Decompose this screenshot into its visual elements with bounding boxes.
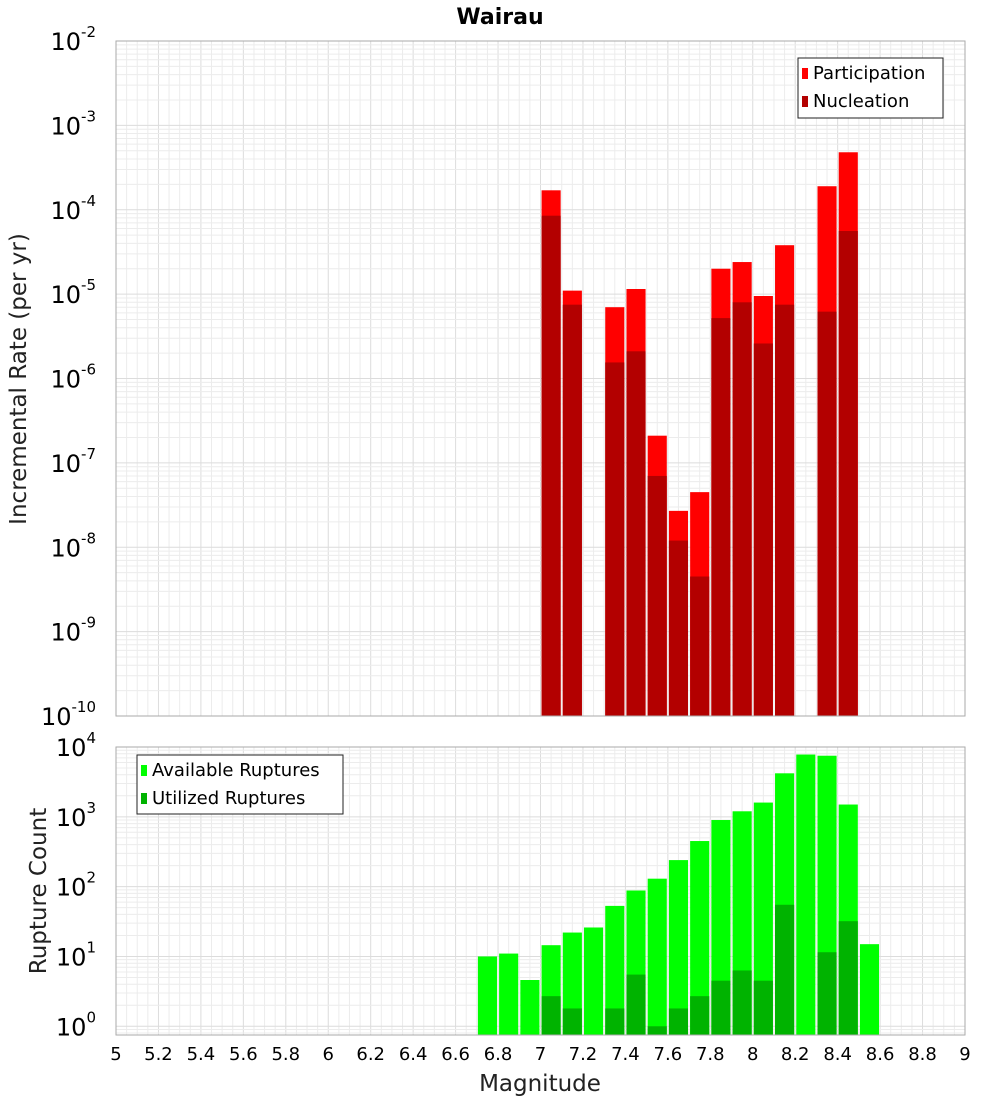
x-tick-label: 6.8 bbox=[484, 1044, 513, 1065]
count-bar-secondary-2 bbox=[605, 1008, 625, 1035]
count-bar-secondary-1 bbox=[562, 1008, 582, 1035]
rate-panel: 10-10 10-9 10-8 10-7 10-6 10-5 10-4 10-3 10-2 bbox=[41, 23, 966, 731]
count-legend-label: Available Ruptures bbox=[152, 760, 320, 781]
rate-y-tick-label: 10-6 bbox=[50, 361, 96, 394]
count-y-tick-label: 104 bbox=[56, 729, 96, 762]
count-bar-secondary-5 bbox=[668, 1008, 689, 1035]
rate-bar-secondary-12 bbox=[838, 230, 858, 716]
count-legend-box bbox=[136, 754, 344, 815]
x-tick-label: 5.4 bbox=[187, 1044, 216, 1065]
count-bar-secondary-12 bbox=[838, 921, 858, 1035]
rate-bar-secondary-6 bbox=[690, 576, 710, 716]
count-bar-primary-15 bbox=[796, 754, 816, 1035]
rate-bar-secondary-2 bbox=[605, 362, 625, 716]
x-tick-label: 8.2 bbox=[781, 1044, 810, 1065]
x-tick-label: 8.6 bbox=[866, 1044, 895, 1065]
rate-legend-label: Participation bbox=[813, 63, 925, 84]
count-bar-secondary-4 bbox=[647, 1026, 667, 1035]
rate-bar-secondary-9 bbox=[753, 343, 773, 716]
count-legend: Available Ruptures Utilized Ruptures bbox=[136, 754, 344, 815]
rate-bar-secondary-1 bbox=[562, 304, 582, 716]
count-bar-secondary-9 bbox=[753, 980, 773, 1035]
rate-legend-swatch bbox=[802, 68, 808, 79]
count-bar-primary-6 bbox=[605, 905, 625, 1035]
rate-legend-box bbox=[797, 57, 944, 119]
count-y-tick-label: 100 bbox=[56, 1008, 96, 1041]
x-tick-label: 7.8 bbox=[696, 1044, 725, 1065]
x-tick-label: 8.8 bbox=[908, 1044, 937, 1065]
rate-legend-swatch bbox=[802, 96, 808, 107]
x-tick-label: 6 bbox=[323, 1044, 334, 1065]
count-bar-primary-5 bbox=[584, 927, 604, 1035]
rate-bar-secondary-11 bbox=[817, 311, 837, 716]
count-legend-label: Utilized Ruptures bbox=[152, 788, 305, 809]
rate-y-tick-label: 10-2 bbox=[50, 23, 96, 56]
count-y-tick-label: 101 bbox=[56, 938, 96, 971]
count-plot-frame bbox=[115, 746, 966, 1036]
rate-bar-secondary-3 bbox=[626, 351, 646, 716]
x-tick-label: 8.4 bbox=[823, 1044, 852, 1065]
count-bar-secondary-6 bbox=[690, 996, 710, 1035]
count-y-tick-label: 102 bbox=[56, 869, 96, 902]
x-tick-label: 9 bbox=[959, 1044, 970, 1065]
count-bar-primary-2 bbox=[520, 980, 540, 1035]
count-bar-primary-0 bbox=[477, 956, 497, 1035]
count-legend-swatch bbox=[141, 765, 147, 776]
rate-bar-secondary-7 bbox=[711, 318, 731, 716]
x-tick-label: 5 bbox=[110, 1044, 121, 1065]
rate-y-tick-label: 10-8 bbox=[50, 529, 96, 562]
rate-legend-label: Nucleation bbox=[813, 91, 909, 112]
count-bar-secondary-8 bbox=[732, 970, 752, 1035]
rate-y-tick-label: 10-5 bbox=[50, 276, 96, 309]
rate-bar-secondary-5 bbox=[668, 540, 689, 716]
rate-y-tick-label: 10-7 bbox=[50, 445, 96, 478]
rate-y-tick-label: 10-10 bbox=[41, 698, 96, 731]
count-bar-secondary-11 bbox=[817, 952, 837, 1035]
x-tick-label: 5.2 bbox=[144, 1044, 173, 1065]
count-bar-primary-10 bbox=[690, 841, 710, 1035]
rate-y-tick-label: 10-4 bbox=[50, 192, 96, 225]
count-bar-secondary-10 bbox=[775, 904, 795, 1035]
x-tick-label: 8 bbox=[747, 1044, 758, 1065]
count-bar-primary-1 bbox=[499, 953, 519, 1035]
x-tick-label: 7.6 bbox=[654, 1044, 683, 1065]
rate-legend: Participation Nucleation bbox=[797, 57, 944, 119]
x-tick-label: 7.2 bbox=[569, 1044, 598, 1065]
rate-bar-secondary-10 bbox=[775, 304, 795, 716]
count-legend-swatch bbox=[141, 793, 147, 804]
x-tick-label: 5.8 bbox=[271, 1044, 300, 1065]
count-bar-primary-9 bbox=[668, 860, 689, 1035]
rate-bar-secondary-4 bbox=[647, 475, 667, 716]
x-axis-label: Magnitude bbox=[479, 1071, 601, 1097]
count-bar-primary-13 bbox=[753, 802, 773, 1035]
count-y-axis-label: Rupture Count bbox=[26, 808, 52, 974]
x-tick-label: 7.4 bbox=[611, 1044, 640, 1065]
x-tick-label: 6.4 bbox=[399, 1044, 428, 1065]
rate-plot-frame bbox=[115, 40, 966, 717]
count-bar-secondary-3 bbox=[626, 974, 646, 1035]
rate-y-tick-label: 10-9 bbox=[50, 614, 96, 647]
count-bar-primary-18 bbox=[859, 944, 880, 1035]
chart-title: Wairau bbox=[456, 5, 543, 30]
count-bar-secondary-0 bbox=[541, 996, 561, 1035]
x-tick-label: 7 bbox=[535, 1044, 546, 1065]
x-tick-label: 6.6 bbox=[441, 1044, 470, 1065]
count-bar-primary-8 bbox=[647, 878, 667, 1035]
count-bar-secondary-7 bbox=[711, 980, 731, 1035]
rate-y-axis-label: Incremental Rate (per yr) bbox=[6, 233, 32, 525]
x-tick-label: 6.2 bbox=[356, 1044, 385, 1065]
x-tick-label: 5.6 bbox=[229, 1044, 258, 1065]
count-y-tick-label: 103 bbox=[56, 799, 96, 832]
rate-y-tick-label: 10-3 bbox=[50, 107, 96, 140]
rate-bar-secondary-8 bbox=[732, 302, 752, 716]
rate-bar-secondary-0 bbox=[541, 215, 561, 717]
